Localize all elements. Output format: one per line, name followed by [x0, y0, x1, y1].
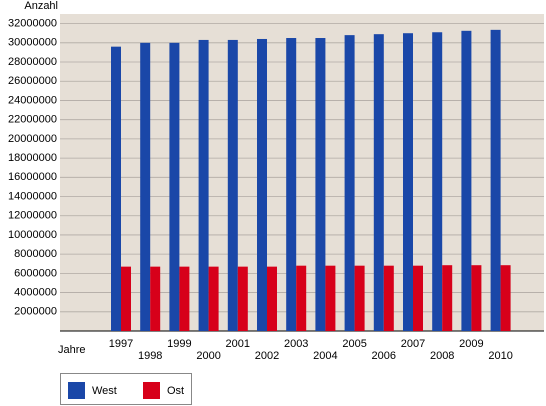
legend-label: Ost [167, 385, 184, 397]
bar [325, 265, 336, 331]
legend-label: West [92, 385, 117, 397]
bar [286, 38, 297, 332]
x-tick-label: 2006 [372, 350, 396, 362]
y-tick-label: 2000000 [14, 306, 57, 318]
y-axis-label: Anzahl [24, 0, 58, 12]
bar [267, 266, 277, 331]
bar [315, 38, 326, 332]
x-tick-label: 2004 [313, 350, 337, 362]
bar [111, 46, 121, 331]
x-tick-label: 2002 [255, 350, 279, 362]
bar [413, 265, 423, 331]
x-axis-label: Jahre [58, 344, 86, 356]
x-tick-label: 1999 [167, 338, 191, 350]
y-tick-label: 24000000 [8, 94, 57, 106]
x-tick-label: 2001 [226, 338, 250, 350]
y-tick-label: 10000000 [8, 229, 57, 241]
y-tick-label: 6000000 [14, 267, 57, 279]
x-tick-label: 1997 [109, 338, 133, 350]
legend-swatch [68, 382, 85, 399]
bar [208, 266, 219, 331]
x-tick-label: 2000 [196, 350, 220, 362]
bar [490, 29, 501, 331]
y-tick-label: 18000000 [8, 152, 57, 164]
bar [140, 42, 151, 332]
y-tick-label: 20000000 [8, 133, 57, 145]
bar [344, 35, 355, 332]
bar [150, 266, 161, 331]
x-tick-label: 1998 [138, 350, 162, 362]
x-tick-label: 2009 [459, 338, 483, 350]
bar [383, 265, 394, 331]
x-tick-label: 2008 [430, 350, 454, 362]
legend-swatch [143, 382, 160, 399]
y-tick-label: 30000000 [8, 37, 57, 49]
y-tick-label: 14000000 [8, 190, 57, 202]
y-tick-label: 8000000 [14, 248, 57, 260]
x-tick-label: 2007 [401, 338, 425, 350]
bar [354, 265, 365, 331]
y-tick-label: 22000000 [8, 114, 57, 126]
bar [296, 265, 307, 331]
bar [442, 265, 453, 331]
y-tick-label: 16000000 [8, 171, 57, 183]
y-tick-label: 28000000 [8, 56, 57, 68]
bar [179, 266, 190, 331]
x-tick-label: 2010 [488, 350, 512, 362]
bar [169, 42, 180, 332]
bar [373, 34, 384, 331]
y-tick-label: 26000000 [8, 75, 57, 87]
y-tick-label: 4000000 [14, 286, 57, 298]
bar [500, 265, 511, 331]
x-tick-label: 2005 [342, 338, 366, 350]
bar [227, 39, 238, 331]
y-tick-label: 32000000 [8, 18, 57, 30]
bar [461, 30, 472, 331]
bar [121, 266, 131, 331]
x-tick-label: 2003 [284, 338, 308, 350]
y-tick-label: 12000000 [8, 210, 57, 222]
bar [471, 265, 482, 331]
bar [237, 266, 248, 331]
bar [198, 39, 209, 331]
bar [257, 38, 267, 331]
bar [403, 33, 413, 331]
bar [432, 32, 443, 331]
